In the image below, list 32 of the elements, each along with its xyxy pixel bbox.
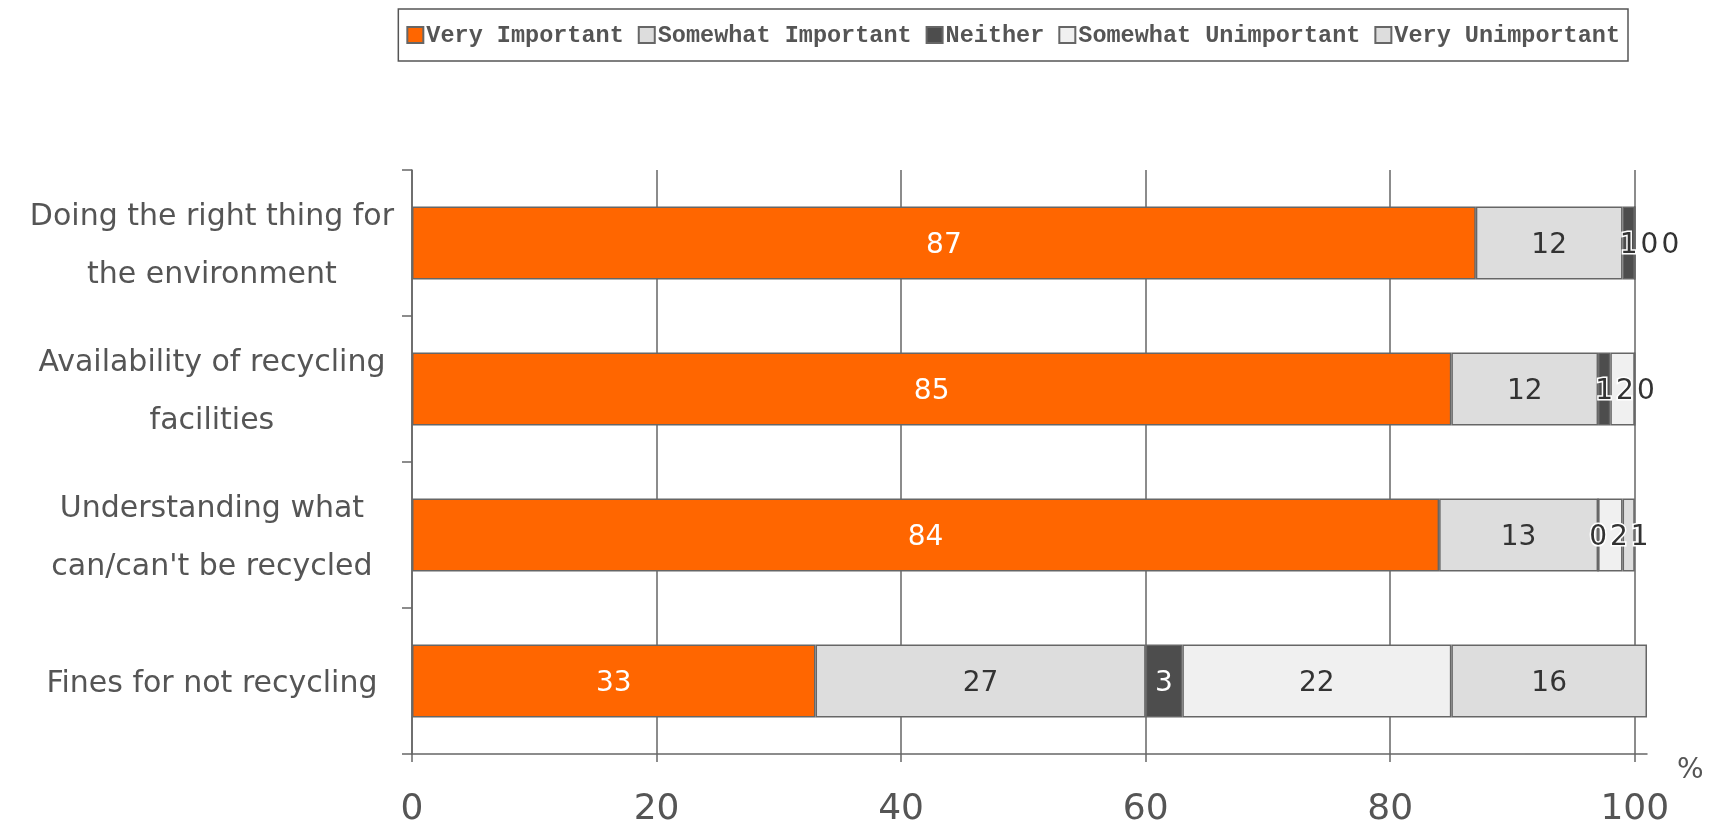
data-label: 0 (1661, 226, 1680, 260)
legend-label: Very Important (426, 21, 624, 49)
data-label: 12 (1506, 372, 1543, 406)
data-label: 12 (1531, 226, 1567, 260)
legend-label: Neither (945, 21, 1045, 49)
y-tick-label: Fines for not recycling (46, 663, 378, 699)
y-tick-label: Availability of recycling facilities (38, 342, 386, 436)
data-label: 2 (1616, 372, 1634, 406)
data-label: 16 (1531, 664, 1567, 698)
legend-label: Somewhat Important (657, 21, 912, 49)
legend-label: Somewhat Unimportant (1078, 21, 1361, 49)
data-label: 0 (1640, 226, 1659, 260)
data-label: 27 (962, 664, 999, 698)
y-tick-label: Doing the right thing for the environment (29, 196, 395, 290)
y-tick-label: Understanding what can/can't be recycled (51, 488, 373, 582)
data-label: 13 (1500, 518, 1537, 552)
data-label: 3 (1155, 664, 1173, 698)
x-tick-label: 0 (400, 785, 424, 824)
data-label: 87 (926, 226, 962, 260)
data-label: 0 (1636, 372, 1655, 406)
x-tick-label: 100 (1600, 785, 1670, 824)
x-tick-label: 80 (1367, 785, 1414, 824)
x-axis-title: % (1677, 751, 1704, 785)
x-tick-label: 20 (633, 785, 680, 824)
x-tick-label: 60 (1122, 785, 1169, 824)
data-label: 33 (595, 664, 632, 698)
data-label: 1 (1595, 372, 1614, 406)
legend-label: Very Unimportant (1394, 21, 1620, 49)
data-label: 22 (1299, 664, 1335, 698)
data-label: 84 (907, 518, 944, 552)
data-label: 85 (913, 372, 950, 406)
x-tick-label: 40 (878, 785, 925, 824)
